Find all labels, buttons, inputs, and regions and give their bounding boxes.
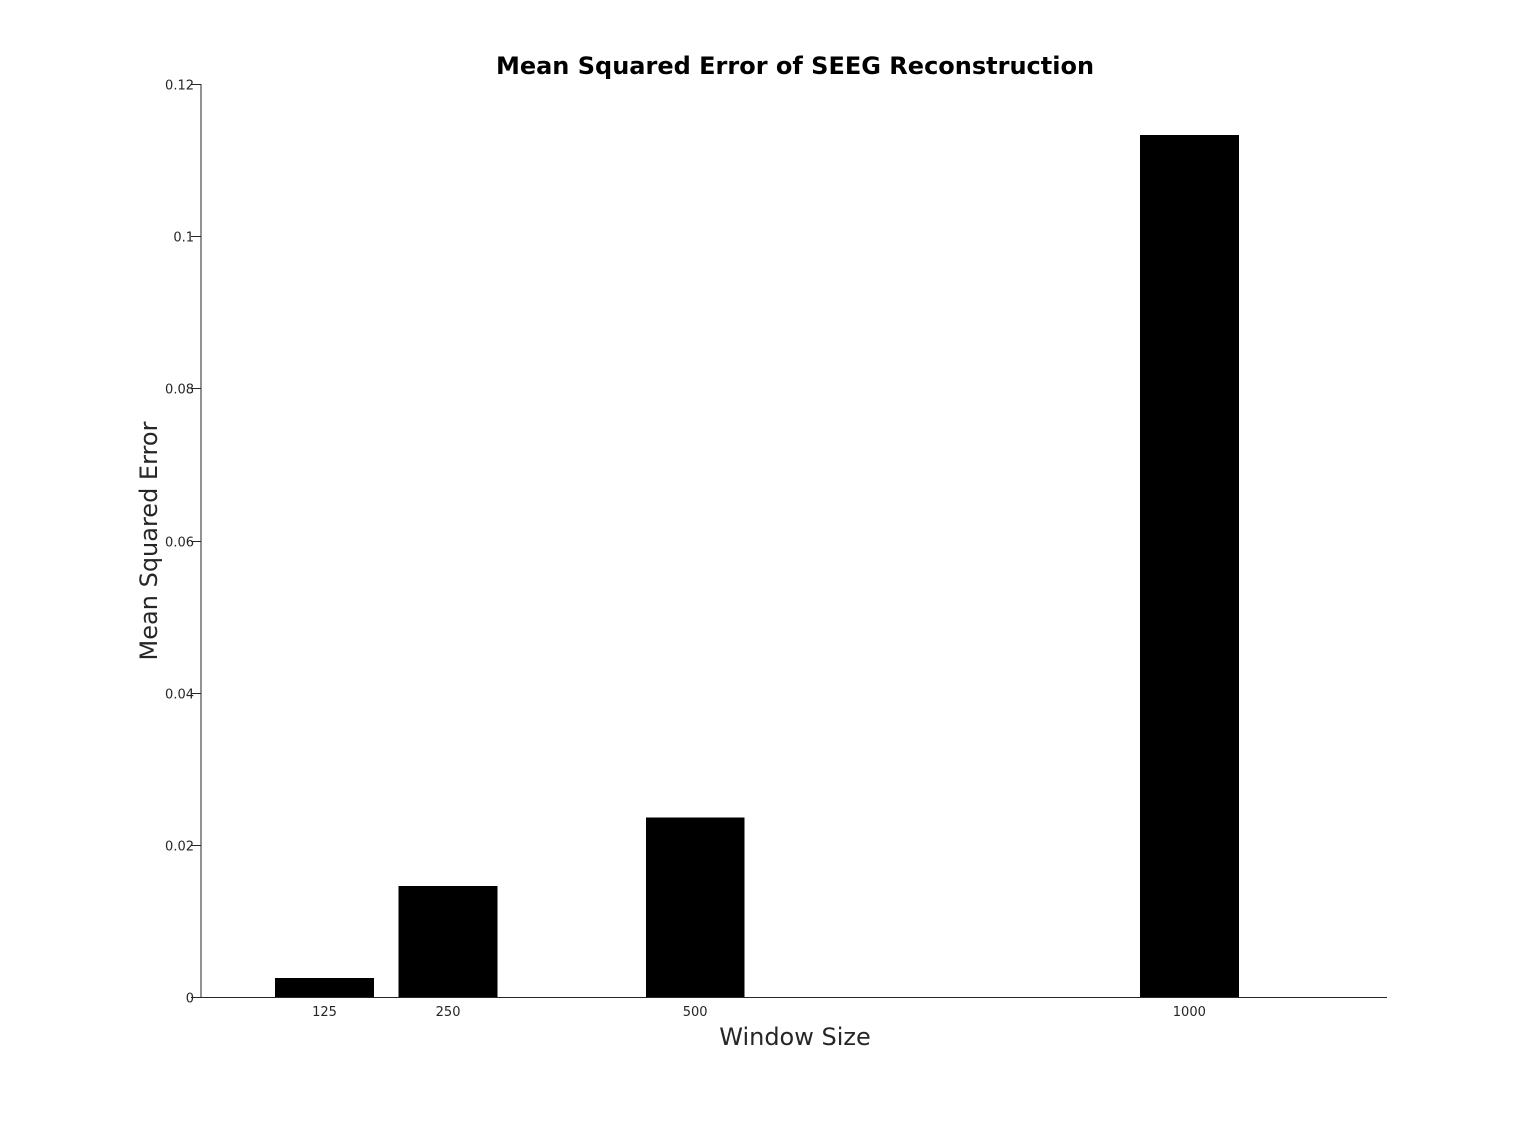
y-tick-label: 0.04 (165, 688, 194, 703)
x-axis-label: Window Size (719, 1023, 871, 1051)
y-tick-label: 0.12 (165, 79, 194, 94)
bar-1000 (1139, 134, 1239, 998)
x-tick-label: 250 (436, 1005, 461, 1020)
x-tick-label: 125 (312, 1005, 337, 1020)
y-tick-label: 0.08 (165, 383, 194, 398)
y-axis-label: Mean Squared Error (135, 421, 163, 660)
y-tick-label: 0.06 (165, 536, 194, 551)
bar-125 (275, 977, 374, 997)
y-tick-label: 0 (186, 992, 194, 1007)
x-tick-label: 1000 (1173, 1005, 1206, 1020)
bar-250 (398, 885, 498, 997)
bars-group (275, 134, 1239, 998)
y-tick-label: 0.02 (165, 840, 194, 855)
x-axis: 125 250 500 1000 (201, 997, 1387, 1020)
bar-500 (645, 817, 745, 997)
x-tick-label: 500 (683, 1005, 708, 1020)
y-tick-label: 0.1 (173, 231, 194, 246)
chart-title: Mean Squared Error of SEEG Reconstructio… (496, 52, 1094, 80)
y-axis: 0 0.02 0.04 0.06 0.08 0.1 0.12 (165, 79, 202, 1007)
